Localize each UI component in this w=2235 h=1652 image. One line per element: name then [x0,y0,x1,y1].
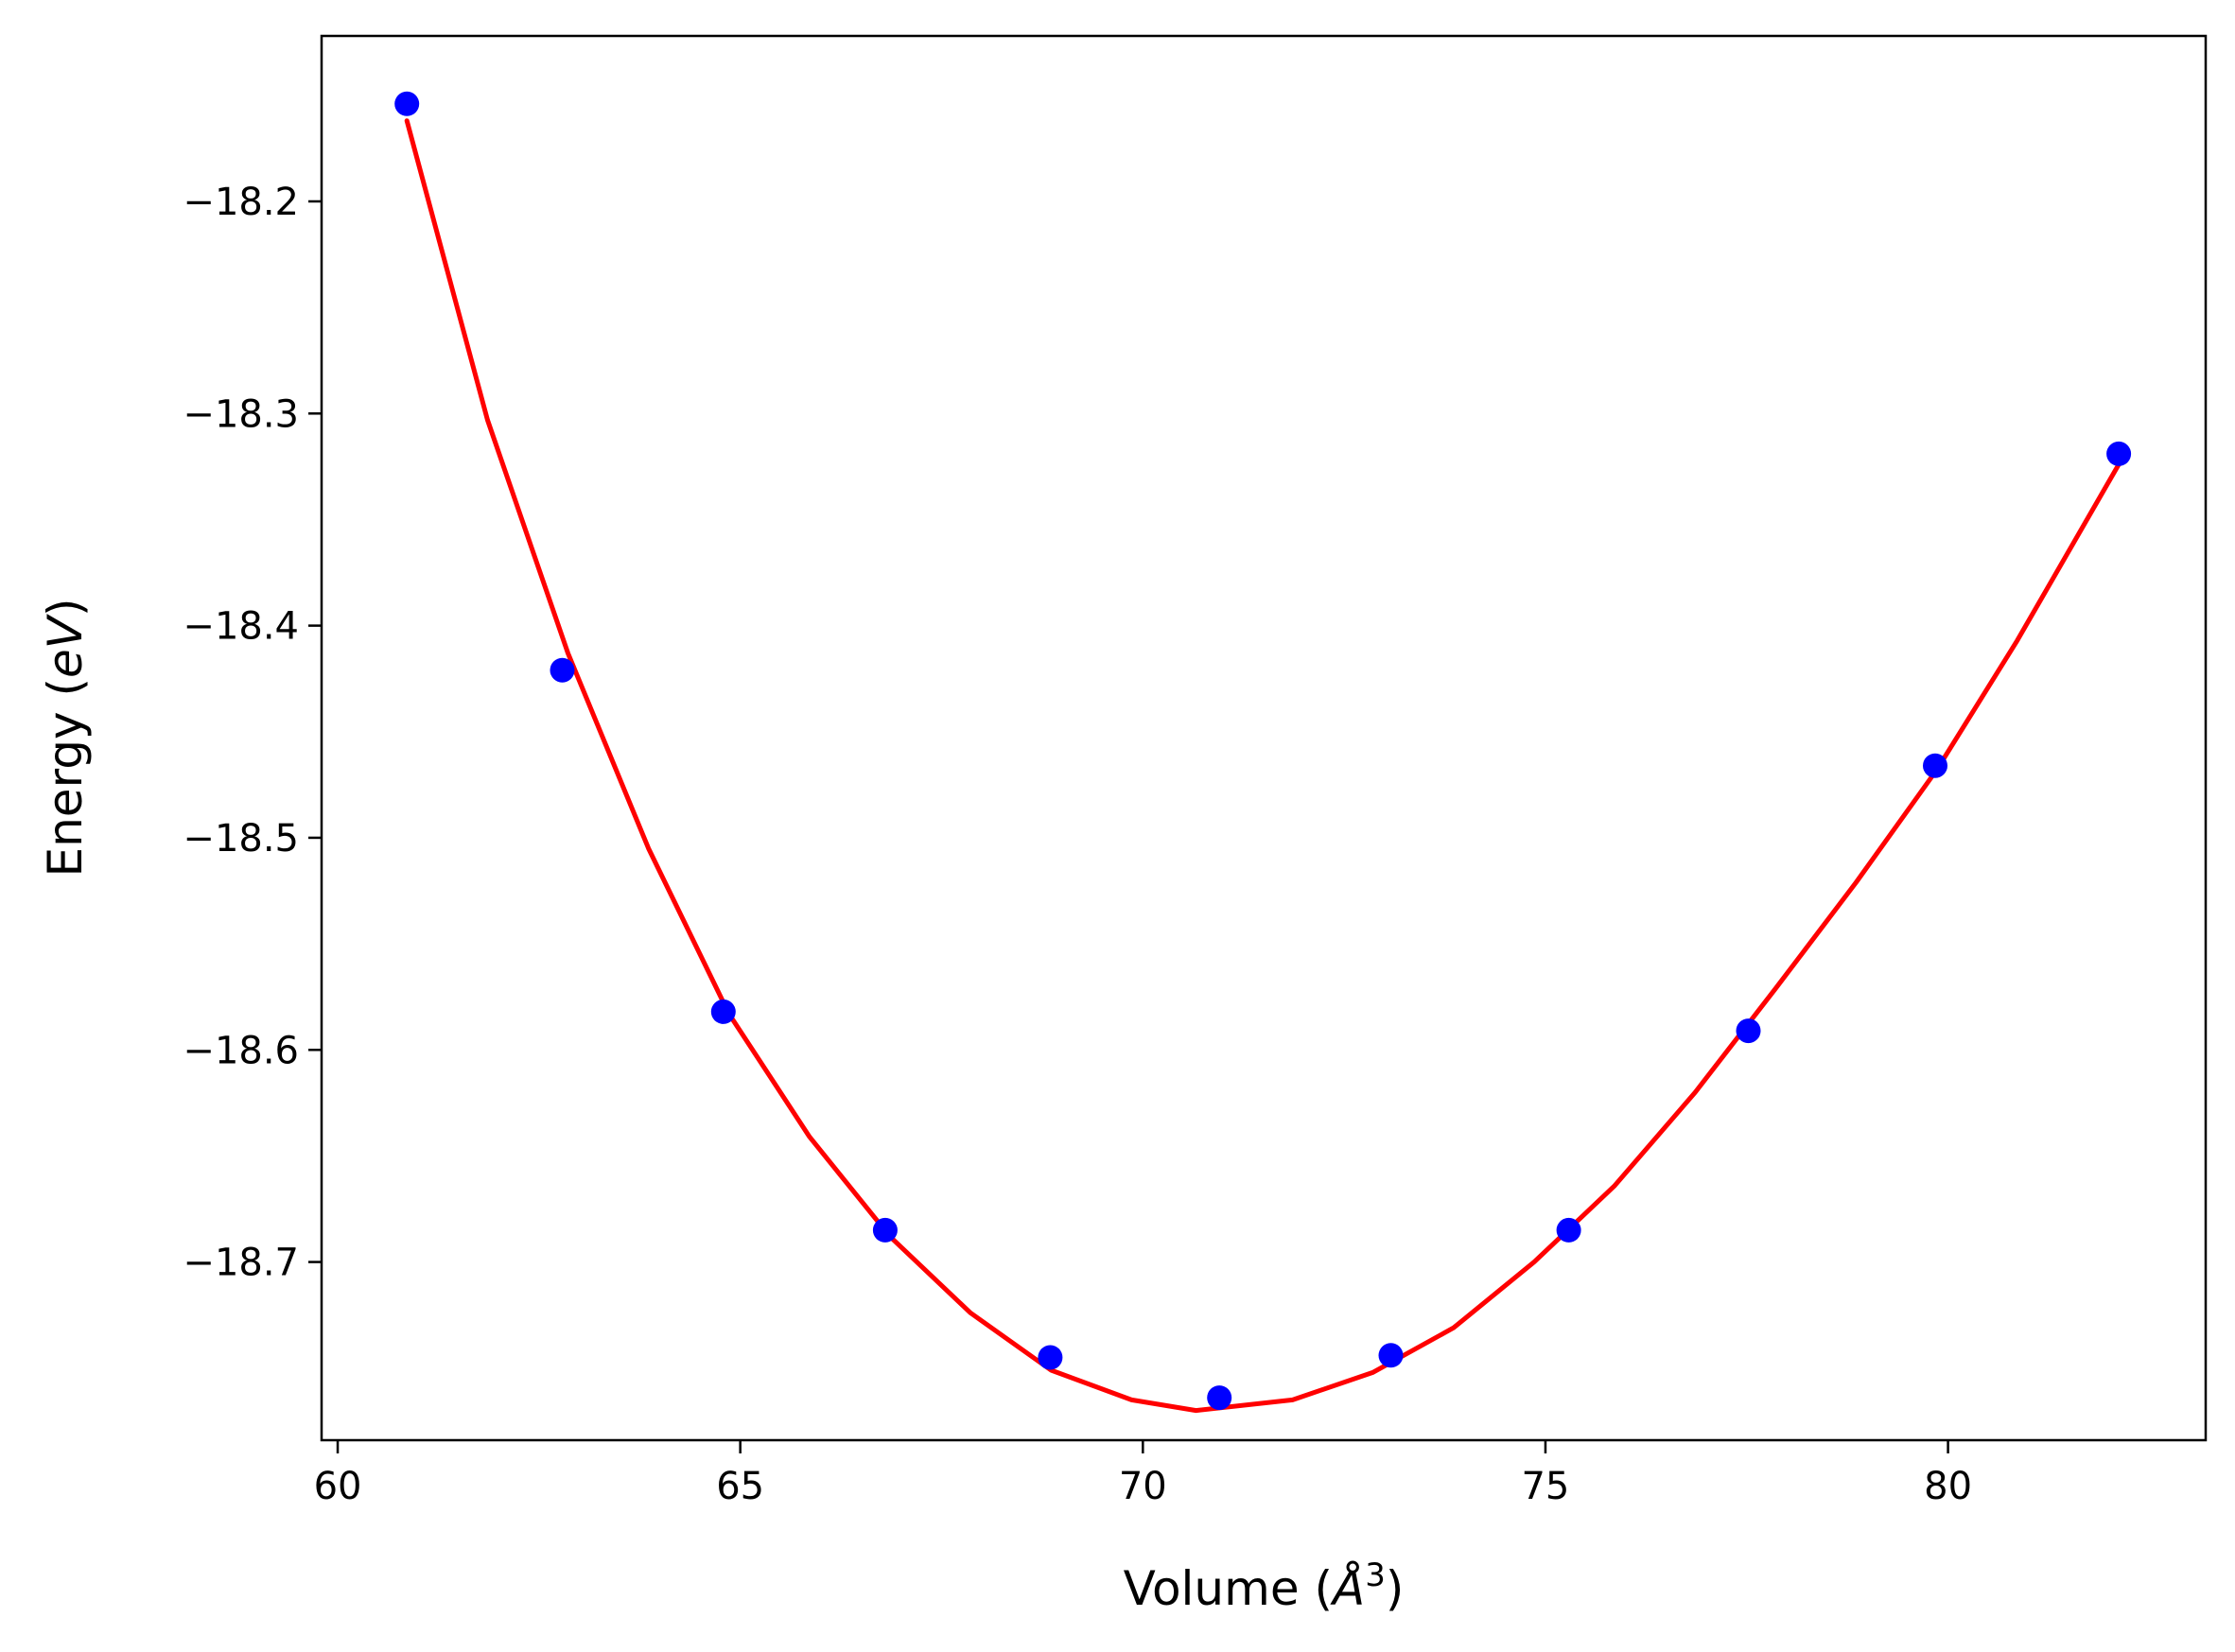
y-tick-label: −18.2 [183,181,299,224]
data-point [2106,441,2132,466]
x-tick-label: 60 [314,1465,362,1508]
y-tick-label: −18.7 [183,1242,299,1285]
data-point [710,999,736,1024]
data-point [1378,1343,1404,1368]
x-axis-label: Volume (Å3) [1124,1556,1405,1616]
x-tick-label: 65 [716,1465,764,1508]
fit-curve-line [404,118,2122,1414]
y-axis-label: Energy (eV) [38,599,93,878]
y-tick-label: −18.6 [183,1029,299,1072]
y-axis: −18.2 −18.3 −18.4 −18.5 −18.6 −18.7 [183,181,322,1285]
plot-content [394,91,2132,1414]
data-point [550,657,575,683]
x-axis: 60 65 70 75 80 [314,1440,1972,1508]
x-tick-label: 75 [1521,1465,1569,1508]
data-point [1038,1345,1063,1370]
x-tick-label: 70 [1119,1465,1167,1508]
y-tick-label: −18.4 [183,605,299,649]
x-tick-label: 80 [1924,1465,1972,1508]
data-point [394,91,420,116]
y-tick-label: −18.5 [183,817,299,861]
data-point [1736,1018,1761,1044]
data-point [872,1217,898,1243]
data-point [1556,1217,1581,1243]
data-point [1923,753,1947,778]
data-point [1207,1385,1232,1411]
plot-frame [320,34,2208,1442]
y-tick-label: −18.3 [183,392,299,436]
